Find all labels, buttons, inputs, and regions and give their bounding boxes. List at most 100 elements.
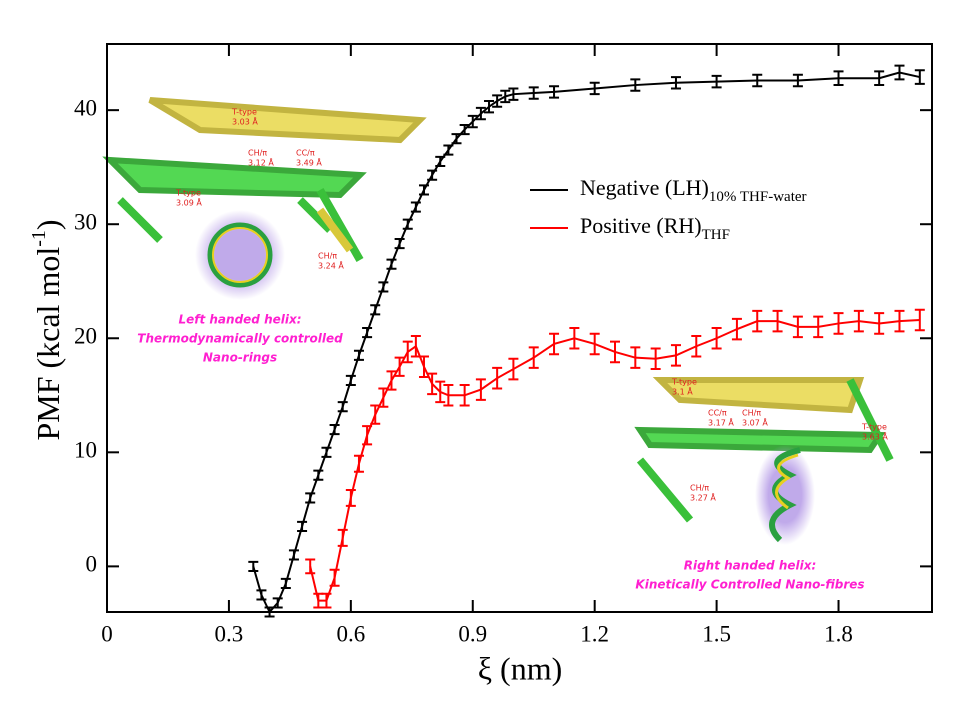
error-bar (492, 94, 503, 108)
error-bar (874, 70, 885, 87)
molecule-label: 3.09 Å (176, 197, 202, 208)
error-bar (280, 577, 291, 590)
error-bar (792, 73, 803, 88)
error-bar (894, 309, 905, 333)
error-bar (337, 401, 348, 413)
error-bar (500, 89, 511, 104)
annotation: Nano-rings (203, 351, 277, 365)
error-bar (370, 304, 381, 316)
error-bar (329, 568, 340, 587)
annotation: Kinetically Controlled Nano-fibres (635, 578, 864, 592)
molecule-label: CH/π (690, 484, 709, 493)
error-bar (874, 312, 885, 335)
error-bar (589, 81, 600, 96)
molecule-label: CH/π (248, 149, 267, 158)
molecule-label: T-type (861, 423, 887, 432)
y-axis-label-text: PMF (kcal mol (30, 247, 66, 441)
error-bar (443, 384, 454, 407)
plot-frame (106, 43, 933, 613)
error-bar (630, 78, 641, 92)
right-molecule (634, 377, 894, 545)
legend-subscript: THF (702, 227, 730, 243)
error-bar (321, 592, 332, 609)
error-bar (528, 86, 539, 100)
error-bar (345, 488, 356, 507)
x-tick-label: 0.9 (458, 621, 487, 646)
error-bar (549, 85, 560, 99)
annotation: Right handed helix: (684, 559, 817, 573)
error-bar (288, 549, 299, 561)
error-bar (711, 74, 722, 89)
y-tick-label: 0 (86, 552, 98, 577)
error-bar (569, 327, 580, 350)
error-bar (508, 357, 519, 381)
error-bar (670, 76, 681, 90)
y-tick-label: 20 (74, 324, 97, 349)
error-bar (362, 425, 373, 446)
error-bar (650, 347, 661, 371)
molecule-label: 3.17 Å (708, 417, 734, 428)
y-tick-label: 40 (74, 95, 97, 120)
error-bar (313, 469, 324, 481)
error-bar (528, 346, 539, 369)
error-bar (752, 309, 763, 333)
error-bar (833, 312, 844, 335)
error-bar (731, 317, 742, 341)
x-tick-label: 1.2 (580, 621, 609, 646)
molecule-label: T-type (671, 378, 697, 387)
error-bar (475, 106, 486, 121)
error-bar (589, 332, 600, 356)
molecule-label: 3.1 Å (672, 386, 693, 397)
error-bar (630, 346, 641, 369)
error-bar (353, 454, 364, 473)
error-bar (394, 356, 405, 377)
legend-name: Positive (RH) (580, 213, 702, 238)
x-tick-label: 1.8 (824, 621, 853, 646)
series-line (309, 319, 920, 602)
molecule-label: CH/π (318, 252, 337, 261)
x-tick-label: 0 (101, 621, 113, 646)
left-molecule (102, 97, 427, 300)
legend-subscript: 10% THF-water (709, 189, 807, 205)
error-bar (459, 384, 470, 407)
error-bar (378, 387, 389, 408)
error-bar (610, 340, 621, 364)
error-bar (914, 308, 925, 332)
error-bar (345, 374, 356, 387)
error-bar (378, 281, 389, 293)
x-tick-label: 0.3 (215, 621, 244, 646)
error-bar (459, 123, 470, 136)
error-bar (394, 238, 405, 250)
molecule-label: T-type (231, 108, 257, 117)
error-bar (402, 340, 413, 364)
molecule-label: CH/π (742, 409, 761, 418)
error-bar (475, 378, 486, 401)
error-bar (833, 70, 844, 87)
error-bar (508, 87, 519, 101)
annotation: Thermodynamically controlled (137, 332, 343, 346)
error-bar (248, 560, 259, 572)
molecule-label: 3.27 Å (690, 492, 716, 503)
error-bar (256, 589, 267, 601)
y-axis-label-end: ) (30, 219, 66, 230)
error-bar (410, 201, 421, 213)
y-tick-label: 10 (74, 438, 97, 463)
molecule-label: 3.12 Å (248, 157, 274, 168)
error-bar (467, 114, 478, 129)
legend-entry: Negative (LH)10% THF-water (580, 175, 807, 205)
molecule-label: T-type (175, 189, 201, 198)
molecule-label: 3.07 Å (742, 417, 768, 428)
error-bar (853, 309, 864, 333)
x-tick-label: 0.6 (336, 621, 365, 646)
molecule-label: 3.24 Å (318, 260, 344, 271)
error-bar (272, 597, 283, 609)
error-bar (337, 528, 348, 547)
error-bar (711, 327, 722, 350)
error-bar (894, 64, 905, 81)
error-bar (386, 370, 397, 391)
error-bar (305, 492, 316, 504)
annotation: Left handed helix: (178, 313, 301, 327)
error-bar (321, 446, 332, 458)
error-bar (353, 349, 364, 361)
